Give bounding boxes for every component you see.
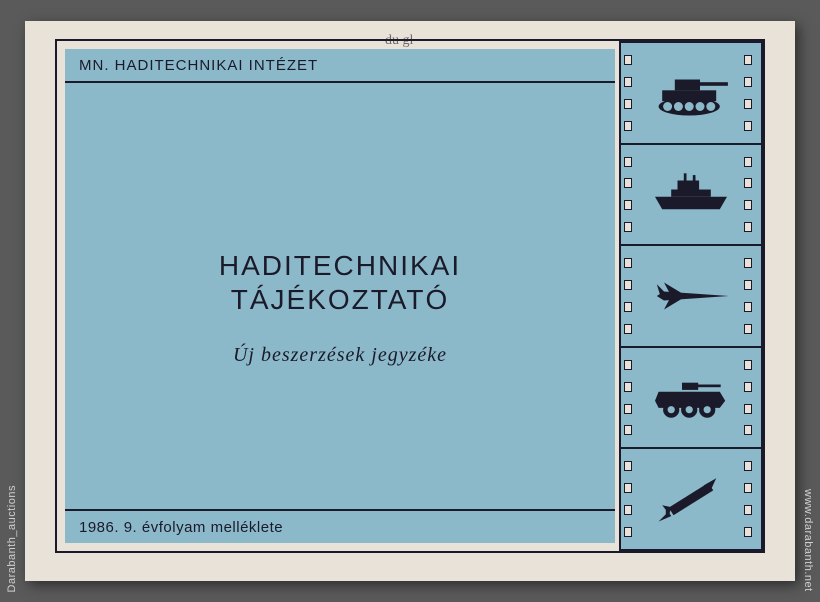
sprocket-hole bbox=[744, 302, 752, 312]
jet-icon bbox=[646, 261, 736, 331]
watermark-left: Darabanth_auctions bbox=[6, 485, 18, 592]
watermark-right: www.darabanth.net bbox=[802, 489, 814, 592]
sprocket-hole bbox=[624, 505, 632, 515]
sprocket-holes bbox=[624, 449, 638, 549]
sprocket-hole bbox=[744, 157, 752, 167]
sprocket-holes bbox=[744, 449, 758, 549]
sprocket-holes bbox=[624, 43, 638, 143]
sprocket-hole bbox=[744, 527, 752, 537]
sprocket-hole bbox=[624, 222, 632, 232]
sprocket-hole bbox=[744, 99, 752, 109]
institute-name: MN. HADITECHNIKAI INTÉZET bbox=[79, 57, 318, 74]
sprocket-hole bbox=[744, 382, 752, 392]
edition-text: 1986. 9. évfolyam melléklete bbox=[79, 519, 283, 536]
sprocket-hole bbox=[624, 258, 632, 268]
film-cell-tank bbox=[619, 41, 763, 143]
sprocket-holes bbox=[744, 348, 758, 448]
sprocket-hole bbox=[744, 222, 752, 232]
sprocket-hole bbox=[744, 505, 752, 515]
sprocket-hole bbox=[624, 55, 632, 65]
sprocket-hole bbox=[744, 360, 752, 370]
sprocket-holes bbox=[744, 246, 758, 346]
sprocket-hole bbox=[624, 324, 632, 334]
sprocket-hole bbox=[624, 483, 632, 493]
sprocket-hole bbox=[624, 404, 632, 414]
sprocket-hole bbox=[624, 200, 632, 210]
sprocket-hole bbox=[624, 99, 632, 109]
sprocket-hole bbox=[744, 258, 752, 268]
sprocket-hole bbox=[744, 200, 752, 210]
sprocket-hole bbox=[624, 527, 632, 537]
sprocket-holes bbox=[624, 246, 638, 346]
tank-icon bbox=[646, 58, 736, 128]
sprocket-hole bbox=[624, 425, 632, 435]
sprocket-hole bbox=[744, 404, 752, 414]
sprocket-hole bbox=[744, 324, 752, 334]
subtitle: Új beszerzések jegyzéke bbox=[65, 344, 615, 367]
footer-bar: 1986. 9. évfolyam melléklete bbox=[65, 509, 615, 543]
sprocket-hole bbox=[624, 157, 632, 167]
sprocket-hole bbox=[744, 77, 752, 87]
sprocket-hole bbox=[744, 280, 752, 290]
sprocket-hole bbox=[744, 483, 752, 493]
film-cell-jet bbox=[619, 244, 763, 346]
sprocket-hole bbox=[744, 425, 752, 435]
sprocket-hole bbox=[624, 302, 632, 312]
header-bar: MN. HADITECHNIKAI INTÉZET bbox=[65, 49, 615, 83]
sprocket-holes bbox=[624, 145, 638, 245]
title-line2: TÁJÉKOZTATÓ bbox=[65, 283, 615, 317]
film-cell-ship bbox=[619, 143, 763, 245]
missile-icon bbox=[646, 464, 736, 534]
sprocket-holes bbox=[744, 145, 758, 245]
ship-icon bbox=[646, 159, 736, 229]
sprocket-hole bbox=[624, 360, 632, 370]
sprocket-hole bbox=[624, 121, 632, 131]
film-cell-missile bbox=[619, 447, 763, 551]
sprocket-hole bbox=[624, 178, 632, 188]
sprocket-holes bbox=[624, 348, 638, 448]
sprocket-hole bbox=[744, 461, 752, 471]
apc-icon bbox=[646, 363, 736, 433]
sprocket-hole bbox=[624, 280, 632, 290]
sprocket-hole bbox=[744, 178, 752, 188]
film-strip bbox=[619, 41, 763, 551]
sprocket-holes bbox=[744, 43, 758, 143]
sprocket-hole bbox=[624, 382, 632, 392]
title-line1: HADITECHNIKAI bbox=[65, 249, 615, 283]
blue-panel: MN. HADITECHNIKAI INTÉZET HADITECHNIKAI … bbox=[65, 49, 615, 543]
document-page: du gl MN. HADITECHNIKAI INTÉZET HADITECH… bbox=[25, 21, 795, 581]
sprocket-hole bbox=[624, 77, 632, 87]
sprocket-hole bbox=[624, 461, 632, 471]
sprocket-hole bbox=[744, 55, 752, 65]
film-cell-apc bbox=[619, 346, 763, 448]
sprocket-hole bbox=[744, 121, 752, 131]
title-block: HADITECHNIKAI TÁJÉKOZTATÓ Új beszerzések… bbox=[65, 249, 615, 367]
